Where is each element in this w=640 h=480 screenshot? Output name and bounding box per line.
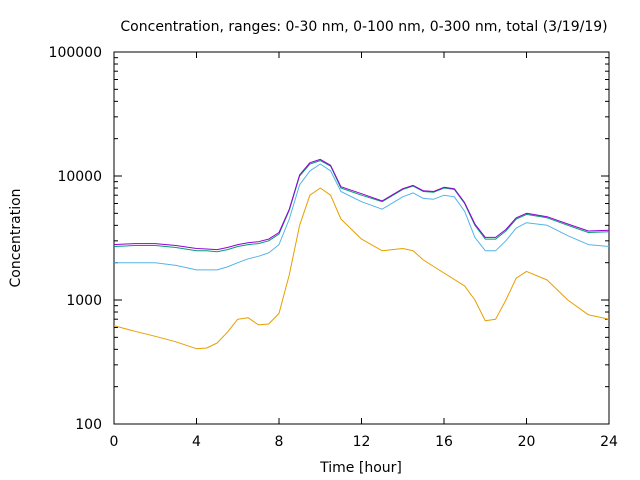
x-tick-label: 8	[275, 434, 284, 450]
x-tick-label: 24	[600, 434, 618, 450]
y-tick-label: 10000	[57, 169, 102, 185]
y-tick-label: 100	[75, 417, 102, 433]
y-tick-label: 100000	[49, 45, 102, 61]
series-line-4	[113, 158, 610, 251]
x-tick-label: 0	[110, 434, 119, 450]
y-tick-label: 1000	[66, 293, 102, 309]
axis-ticks: 0 4 8 12 16 20 24 100 1000 10000 100000	[49, 45, 618, 450]
series-line-2	[114, 163, 610, 271]
x-tick-label: 12	[353, 434, 371, 450]
x-tick-label: 20	[518, 434, 536, 450]
series-layer	[113, 158, 610, 350]
y-axis-label: Concentration	[8, 188, 24, 287]
x-tick-label: 16	[435, 434, 453, 450]
x-tick-label: 4	[192, 434, 201, 450]
plot-frame	[113, 51, 610, 425]
chart-title: Concentration, ranges: 0-30 nm, 0-100 nm…	[120, 19, 607, 35]
series-line-3	[113, 160, 610, 253]
x-axis-label: Time [hour]	[319, 460, 402, 476]
series-line-1	[113, 187, 610, 350]
